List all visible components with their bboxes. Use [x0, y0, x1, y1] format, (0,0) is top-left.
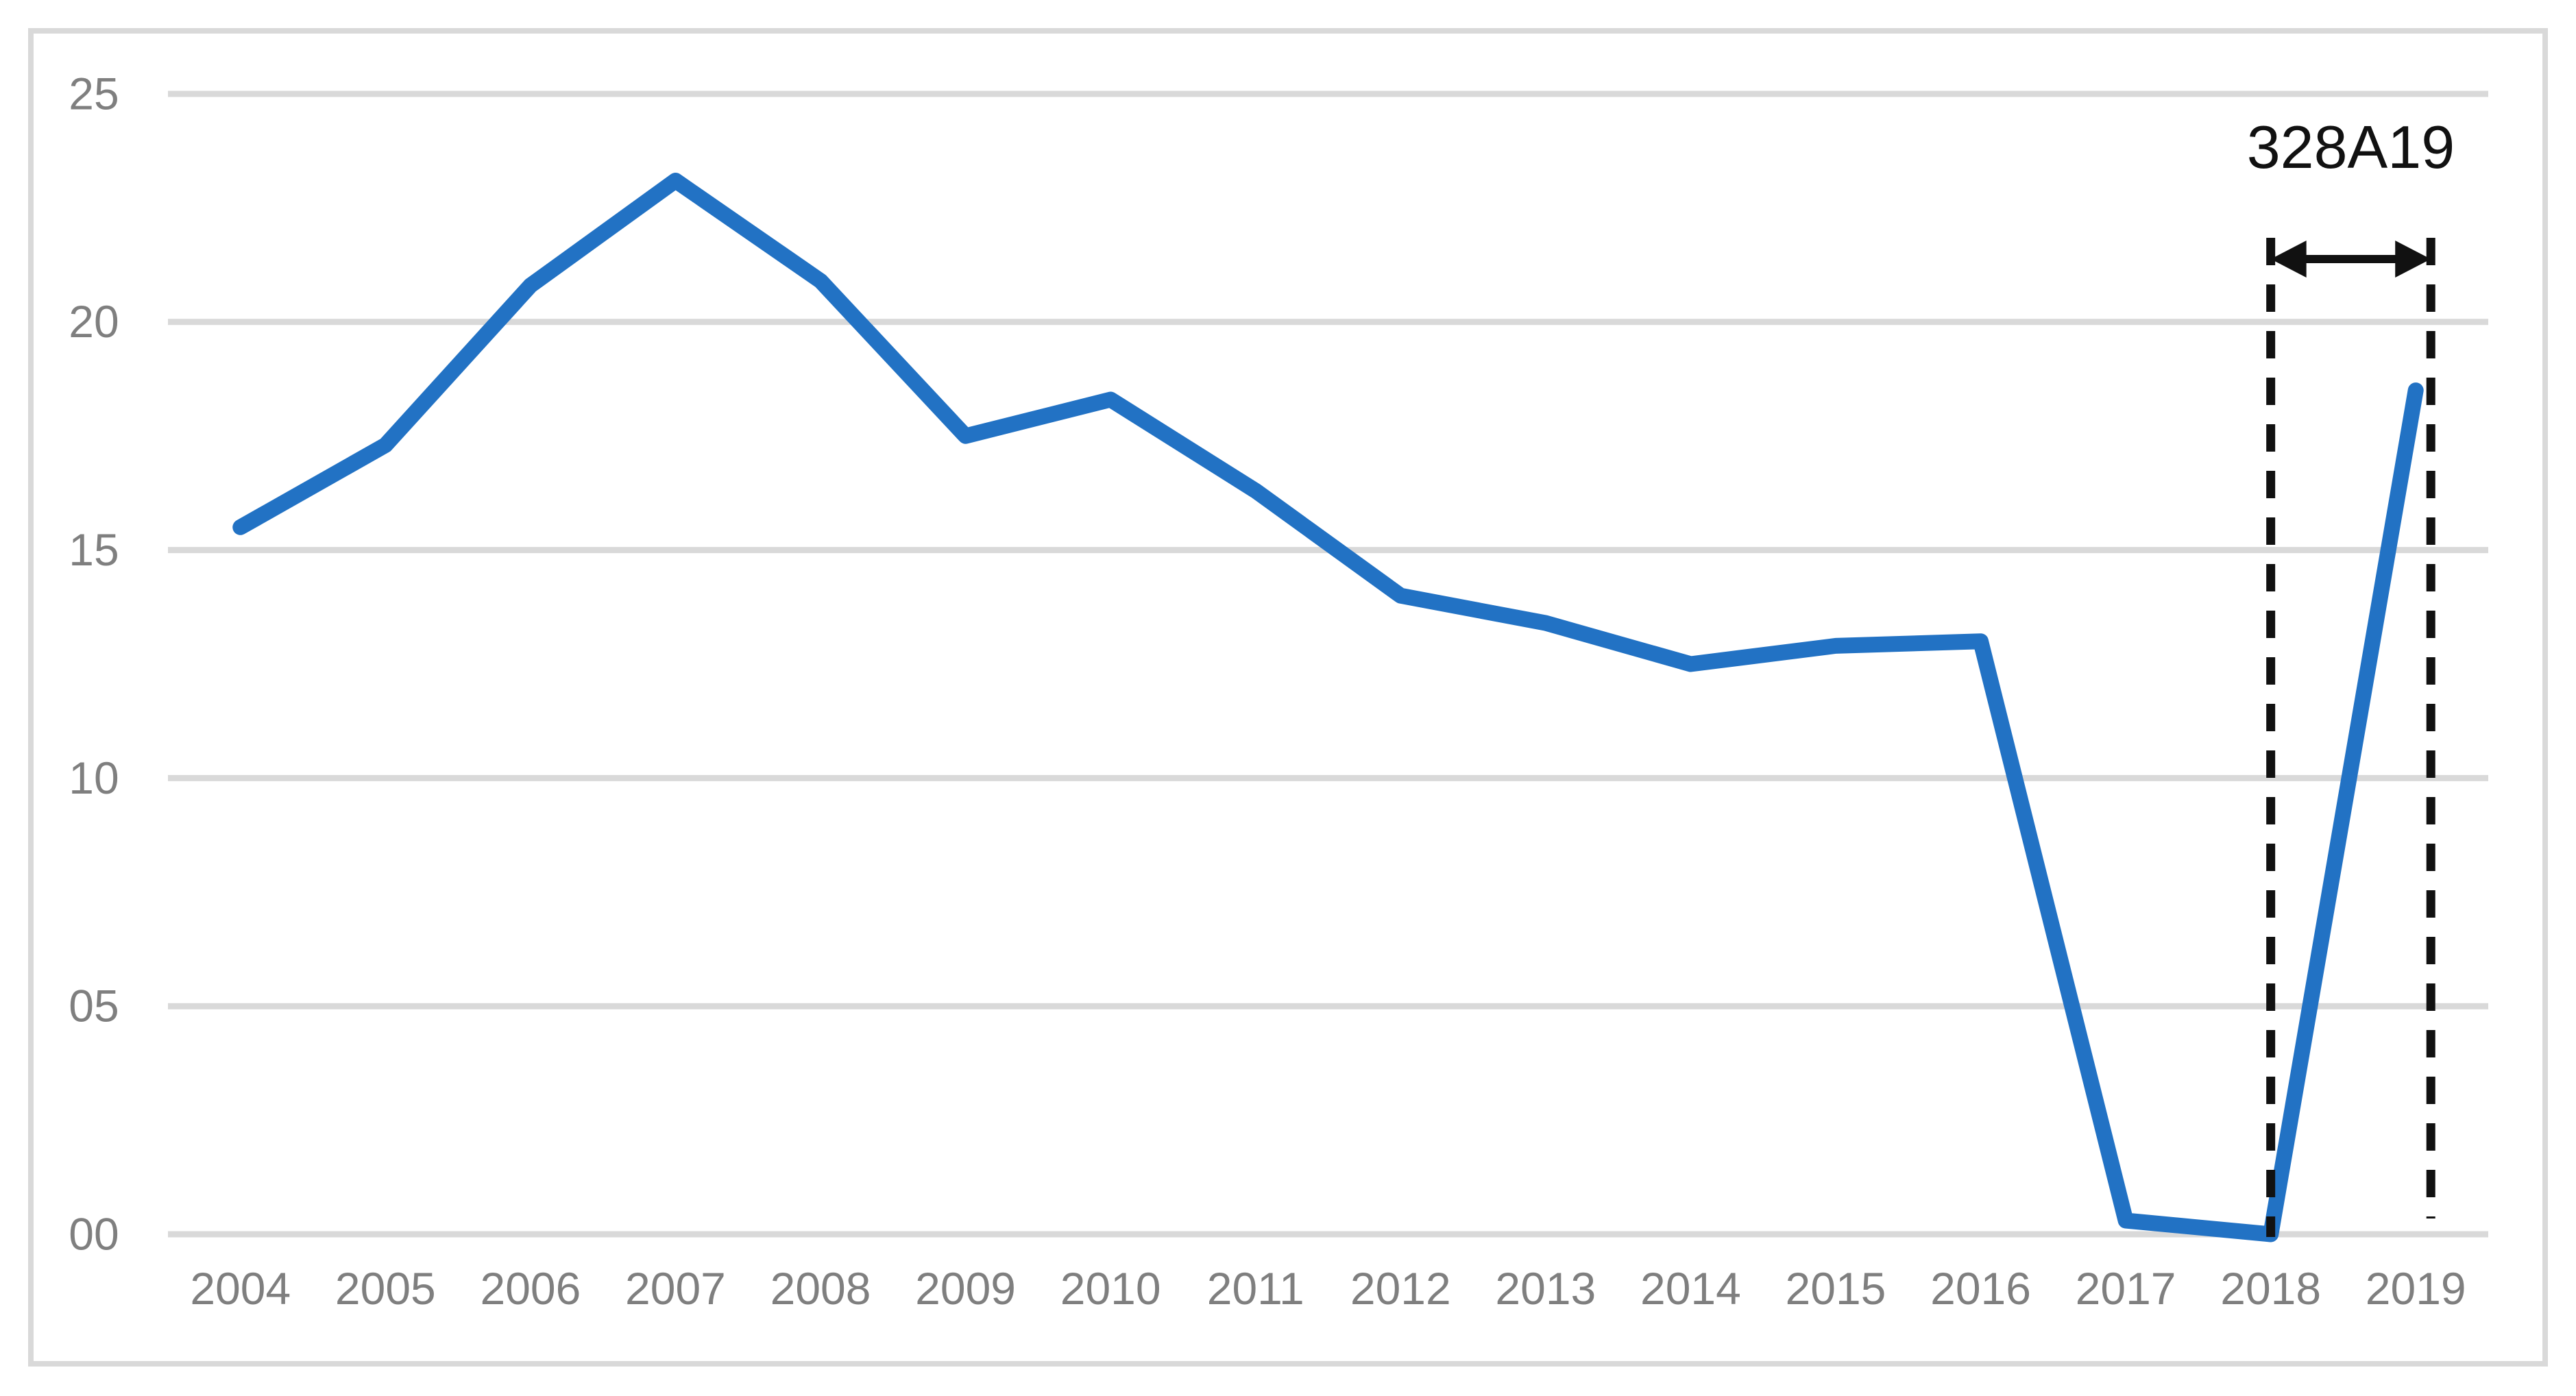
- x-axis-tick-label: 2013: [1495, 1263, 1596, 1314]
- x-axis-tick-label: 2006: [480, 1263, 581, 1314]
- x-axis-tick-label: 2016: [1930, 1263, 2031, 1314]
- annotation-arrowhead-left-icon: [2270, 241, 2307, 278]
- annotation-label: 328A19: [2247, 113, 2455, 181]
- x-axis-tick-label: 2010: [1060, 1263, 1161, 1314]
- x-axis-tick-label: 2008: [770, 1263, 871, 1314]
- y-axis-tick-label: 00: [69, 1208, 119, 1259]
- x-axis-tick-label: 2009: [915, 1263, 1016, 1314]
- annotation-arrowhead-right-icon: [2395, 241, 2431, 278]
- data-line-series: [232, 173, 2424, 1242]
- x-axis-tick-label: 2004: [190, 1263, 291, 1314]
- x-axis-tick-label: 2015: [1786, 1263, 1886, 1314]
- x-axis-tick-label: 2017: [2076, 1263, 2176, 1314]
- chart-frame-border: [28, 28, 2548, 1367]
- x-axis-tick-label: 2014: [1640, 1263, 1741, 1314]
- x-axis-labels: 2004 2005 2006 2007 2008 2009 2010 2011 2012 2013…: [190, 1263, 2466, 1314]
- x-axis-tick-label: 2007: [625, 1263, 726, 1314]
- gridlines: [168, 90, 2488, 1238]
- y-axis-tick-label: 25: [69, 68, 119, 119]
- y-axis-tick-label: 05: [69, 981, 119, 1031]
- y-axis-tick-label: 10: [69, 752, 119, 803]
- annotation-group: 328A19: [2247, 113, 2455, 1237]
- y-axis-tick-label: 20: [69, 296, 119, 347]
- x-axis-tick-label: 2019: [2366, 1263, 2466, 1314]
- y-axis-labels: 00 05 10 15 20 25: [69, 68, 119, 1259]
- x-axis-tick-label: 2005: [335, 1263, 436, 1314]
- x-axis-tick-label: 2018: [2220, 1263, 2321, 1314]
- x-axis-tick-label: 2011: [1207, 1263, 1304, 1314]
- x-axis-tick-label: 2012: [1350, 1263, 1451, 1314]
- y-axis-tick-label: 15: [69, 524, 119, 575]
